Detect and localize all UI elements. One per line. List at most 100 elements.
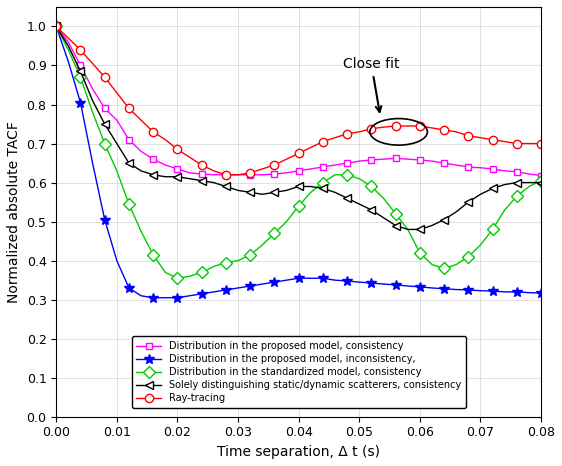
Ray-tracing	[271, 162, 278, 168]
Distribution in the standardized model, consistency	[514, 193, 520, 199]
Solely distinguishing static/dynamic scatterers, consistency	[295, 184, 302, 189]
Distribution in the proposed model, consistency	[114, 117, 120, 123]
Distribution in the proposed model, consistency	[307, 166, 314, 172]
Solely distinguishing static/dynamic scatterers, consistency	[223, 184, 229, 189]
Solely distinguishing static/dynamic scatterers, consistency	[125, 160, 132, 166]
Line: Solely distinguishing static/dynamic scatterers, consistency: Solely distinguishing static/dynamic sca…	[52, 22, 545, 233]
Ray-tracing	[53, 24, 60, 29]
Distribution in the standardized model, consistency	[65, 47, 72, 53]
Distribution in the proposed model, consistency	[538, 173, 545, 178]
Distribution in the standardized model, consistency	[235, 258, 242, 263]
Ray-tracing	[392, 123, 399, 129]
Distribution in the standardized model, consistency	[283, 219, 290, 225]
Solely distinguishing static/dynamic scatterers, consistency	[404, 226, 411, 232]
Distribution in the proposed model, consistency	[235, 172, 242, 178]
Distribution in the standardized model, consistency	[477, 242, 484, 248]
Distribution in the proposed model, inconsistency,	[344, 278, 351, 284]
Legend: Distribution in the proposed model, consistency, Distribution in the proposed mo: Distribution in the proposed model, cons…	[132, 336, 466, 408]
Distribution in the standardized model, consistency	[101, 141, 108, 146]
Distribution in the proposed model, consistency	[332, 162, 338, 168]
Ray-tracing	[538, 141, 545, 146]
Distribution in the proposed model, inconsistency,	[453, 287, 460, 292]
Distribution in the standardized model, consistency	[114, 168, 120, 174]
Distribution in the standardized model, consistency	[453, 262, 460, 267]
Ray-tracing	[356, 129, 362, 135]
Distribution in the proposed model, consistency	[368, 157, 375, 163]
Ray-tracing	[380, 124, 387, 130]
Solely distinguishing static/dynamic scatterers, consistency	[477, 192, 484, 197]
Distribution in the proposed model, inconsistency,	[392, 282, 399, 288]
Distribution in the proposed model, consistency	[392, 156, 399, 161]
Ray-tracing	[283, 157, 290, 162]
Distribution in the proposed model, inconsistency,	[235, 285, 242, 291]
Ray-tracing	[138, 117, 144, 123]
Distribution in the proposed model, consistency	[525, 171, 532, 177]
Distribution in the proposed model, inconsistency,	[247, 283, 253, 289]
Line: Distribution in the proposed model, inconsistency,: Distribution in the proposed model, inco…	[51, 21, 546, 302]
Distribution in the proposed model, consistency	[210, 172, 217, 178]
Distribution in the standardized model, consistency	[356, 176, 362, 181]
Distribution in the proposed model, inconsistency,	[77, 100, 84, 105]
Solely distinguishing static/dynamic scatterers, consistency	[392, 223, 399, 228]
Distribution in the proposed model, consistency	[223, 172, 229, 178]
Distribution in the standardized model, consistency	[441, 266, 447, 271]
Solely distinguishing static/dynamic scatterers, consistency	[162, 174, 169, 179]
Ray-tracing	[453, 129, 460, 135]
Ray-tracing	[174, 147, 181, 152]
Ray-tracing	[259, 166, 266, 172]
Distribution in the proposed model, inconsistency,	[198, 291, 205, 297]
Distribution in the proposed model, inconsistency,	[307, 275, 314, 281]
Distribution in the proposed model, inconsistency,	[477, 288, 484, 294]
Solely distinguishing static/dynamic scatterers, consistency	[368, 207, 375, 212]
Distribution in the proposed model, inconsistency,	[65, 59, 72, 64]
Ray-tracing	[404, 123, 411, 129]
Distribution in the proposed model, inconsistency,	[259, 281, 266, 287]
Solely distinguishing static/dynamic scatterers, consistency	[514, 180, 520, 185]
Solely distinguishing static/dynamic scatterers, consistency	[332, 190, 338, 195]
Distribution in the proposed model, inconsistency,	[210, 289, 217, 295]
Distribution in the standardized model, consistency	[489, 226, 496, 232]
Solely distinguishing static/dynamic scatterers, consistency	[538, 180, 545, 185]
Distribution in the proposed model, inconsistency,	[150, 295, 157, 301]
Solely distinguishing static/dynamic scatterers, consistency	[114, 141, 120, 146]
Solely distinguishing static/dynamic scatterers, consistency	[344, 195, 351, 201]
Distribution in the standardized model, consistency	[271, 231, 278, 236]
Ray-tracing	[101, 75, 108, 80]
Distribution in the proposed model, consistency	[138, 149, 144, 154]
Solely distinguishing static/dynamic scatterers, consistency	[65, 43, 72, 49]
Ray-tracing	[65, 35, 72, 41]
Distribution in the proposed model, inconsistency,	[53, 24, 60, 29]
Distribution in the proposed model, inconsistency,	[162, 295, 169, 301]
Line: Distribution in the standardized model, consistency: Distribution in the standardized model, …	[52, 22, 545, 282]
Solely distinguishing static/dynamic scatterers, consistency	[489, 185, 496, 191]
Ray-tracing	[525, 141, 532, 146]
Distribution in the proposed model, inconsistency,	[501, 289, 508, 295]
Distribution in the standardized model, consistency	[162, 269, 169, 275]
Distribution in the standardized model, consistency	[223, 260, 229, 266]
Solely distinguishing static/dynamic scatterers, consistency	[174, 174, 181, 179]
Distribution in the proposed model, inconsistency,	[525, 290, 532, 295]
Solely distinguishing static/dynamic scatterers, consistency	[138, 168, 144, 174]
Distribution in the standardized model, consistency	[295, 203, 302, 209]
Ray-tracing	[77, 47, 84, 53]
Ray-tracing	[344, 131, 351, 137]
Distribution in the standardized model, consistency	[429, 262, 436, 267]
Distribution in the standardized model, consistency	[501, 207, 508, 212]
Solely distinguishing static/dynamic scatterers, consistency	[271, 190, 278, 195]
Solely distinguishing static/dynamic scatterers, consistency	[235, 188, 242, 193]
Distribution in the proposed model, consistency	[489, 166, 496, 172]
Distribution in the proposed model, consistency	[477, 165, 484, 171]
Solely distinguishing static/dynamic scatterers, consistency	[89, 98, 96, 103]
Distribution in the proposed model, inconsistency,	[174, 295, 181, 301]
Distribution in the proposed model, inconsistency,	[368, 280, 375, 286]
Solely distinguishing static/dynamic scatterers, consistency	[429, 223, 436, 228]
Distribution in the proposed model, inconsistency,	[489, 288, 496, 294]
Ray-tracing	[307, 144, 314, 150]
Distribution in the proposed model, consistency	[441, 160, 447, 166]
Solely distinguishing static/dynamic scatterers, consistency	[210, 180, 217, 185]
Line: Ray-tracing: Ray-tracing	[52, 22, 545, 179]
Distribution in the proposed model, consistency	[344, 160, 351, 166]
Distribution in the standardized model, consistency	[307, 190, 314, 195]
Line: Distribution in the proposed model, consistency: Distribution in the proposed model, cons…	[53, 23, 545, 179]
Ray-tracing	[441, 127, 447, 133]
